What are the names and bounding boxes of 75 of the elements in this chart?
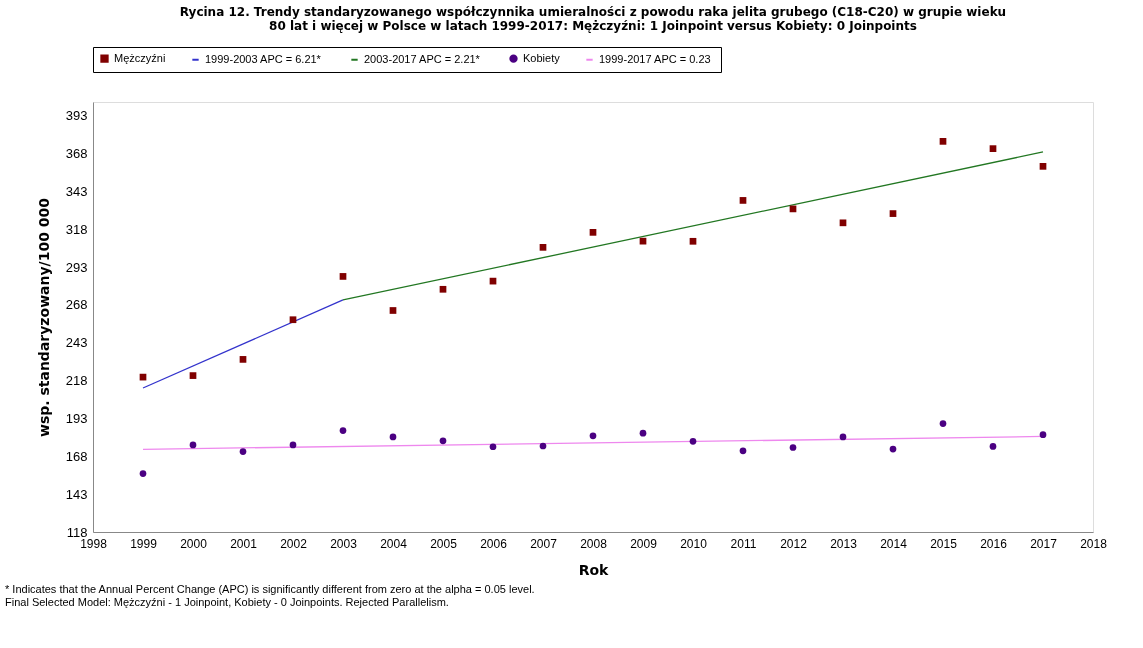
x-tick-label: 2010 (680, 536, 708, 551)
y-tick-label: 268 (65, 297, 88, 313)
point (639, 429, 647, 437)
point (689, 437, 697, 445)
point (989, 145, 997, 152)
x-tick-label: 2006 (480, 536, 508, 551)
text: * Indicates that the Annual Percent Change (APC) is significantly different from zero at the alpha = 0.05 level. (5, 583, 535, 595)
x-tick-label: 2008 (580, 536, 608, 551)
y-tick-label: 393 (65, 108, 88, 124)
x-tick-label: 2005 (430, 536, 458, 551)
point (589, 432, 597, 440)
point (889, 445, 897, 453)
point (939, 420, 947, 427)
point (939, 138, 947, 145)
point (439, 437, 447, 445)
point (439, 285, 447, 293)
legend-label: Mężczyźni (114, 51, 166, 64)
x-tick-label: 2013 (830, 536, 858, 551)
x-tick-label: 2004 (380, 536, 408, 551)
point (739, 197, 747, 204)
point (389, 433, 397, 441)
x-tick-label: 2014 (880, 536, 908, 551)
legend-label: 2003-2017 APC = 2.21* (364, 52, 481, 65)
x-tick-label: 2000 (180, 536, 208, 551)
x-tick-label: 2017 (1030, 536, 1058, 551)
point (739, 447, 747, 455)
point (139, 470, 147, 477)
legend-label: 1999-2017 APC = 0.23 (599, 52, 711, 65)
point (789, 444, 797, 451)
point (889, 210, 897, 217)
x-tick-label: 2001 (230, 536, 258, 551)
point (1039, 162, 1047, 170)
y-tick-label: 143 (65, 486, 88, 502)
point (239, 448, 247, 455)
point (339, 427, 347, 434)
point (239, 356, 247, 363)
point (289, 441, 297, 449)
point (389, 307, 397, 314)
x-tick-label: 2011 (730, 536, 757, 551)
point (489, 443, 497, 451)
x-tick-label: 2012 (780, 536, 808, 551)
y-tick-label: 168 (65, 448, 88, 464)
point (839, 219, 847, 227)
point (839, 433, 847, 441)
point (589, 229, 597, 236)
y-tick-label: 293 (65, 259, 88, 275)
x-tick-label: 2002 (280, 536, 308, 551)
y-tick-label: 243 (65, 335, 88, 351)
point (189, 372, 197, 379)
x-tick-label: 1999 (130, 536, 158, 551)
point (339, 273, 347, 280)
x-tick-label: 2016 (980, 536, 1008, 551)
y-tick-label: 218 (65, 373, 88, 389)
x-tick-label: 2003 (330, 536, 358, 551)
text: Final Selected Model: Mężczyźni - 1 Joinpoint, Kobiety - 0 Joinpoints. Rejected Parallelism. (5, 596, 449, 608)
y-axis-title: wsp. standaryzowany/100 000 (35, 197, 52, 438)
legend-label: 1999-2003 APC = 6.21* (205, 52, 322, 65)
y-tick-label: 368 (65, 145, 88, 161)
x-tick-label: 2009 (630, 536, 658, 551)
point (539, 442, 547, 450)
point (189, 441, 197, 449)
point (1039, 431, 1047, 438)
point (539, 244, 547, 251)
y-tick-label: 318 (65, 221, 88, 237)
y-tick-label: 193 (65, 410, 88, 426)
x-tick-label: 2015 (930, 536, 958, 551)
point (689, 237, 697, 245)
x-axis-title: Rok (578, 561, 610, 578)
x-tick-label: 2007 (530, 536, 558, 551)
x-tick-label: 2018 (1080, 536, 1108, 551)
point (289, 316, 297, 324)
legend-label: Kobiety (523, 51, 561, 64)
chart-title: Rycina 12. Trendy standaryzowanego współczynnika umieralności z powodu raka jelita grubego (C18-C20) w grupie wieku 80 lat i więcej w Polsce w latach 1999-2017: Mężczyźni: 1 Joinpoint versus Kobiety: 0 Joinpoints (179, 4, 1007, 33)
y-tick-label: 343 (65, 183, 88, 199)
point (989, 443, 997, 450)
